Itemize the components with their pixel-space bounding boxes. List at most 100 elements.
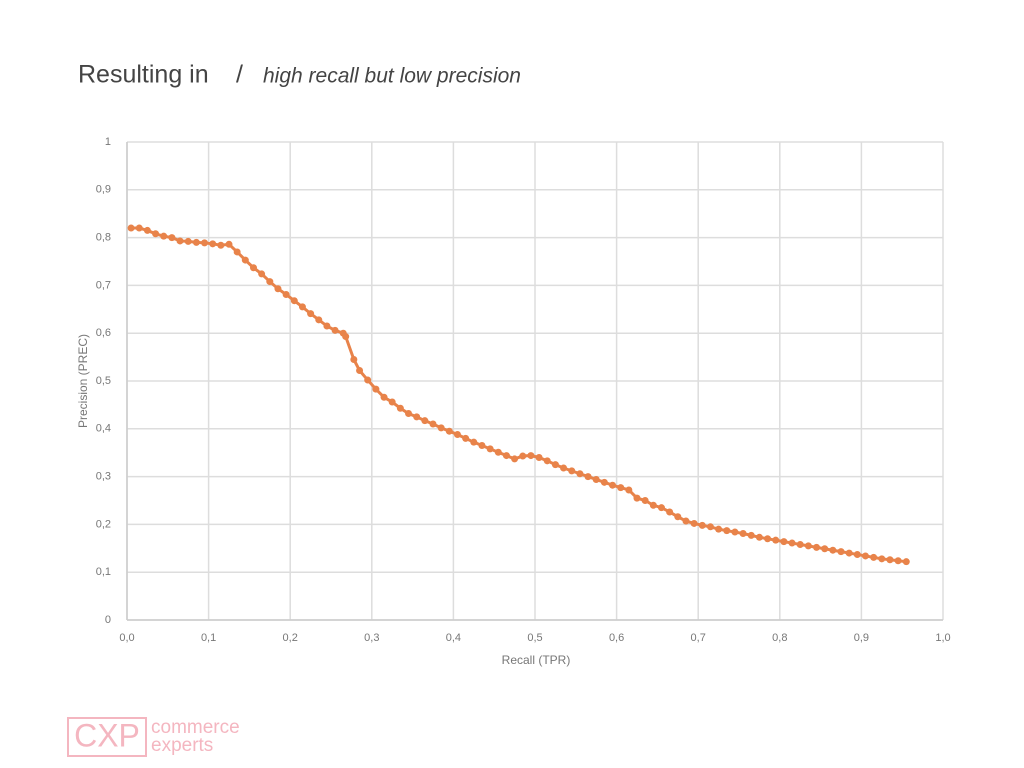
data-point xyxy=(837,548,845,556)
data-point xyxy=(233,248,241,256)
data-point xyxy=(870,553,878,561)
data-point xyxy=(356,366,364,374)
data-point xyxy=(706,523,714,531)
data-point xyxy=(127,224,135,232)
data-point xyxy=(609,481,617,489)
y-tick-label: 0,9 xyxy=(96,184,111,196)
logo-line: commerce xyxy=(151,717,240,738)
slide-subtitle: high recall but low precision xyxy=(263,65,521,88)
data-point xyxy=(241,256,249,264)
x-tick-label: 0,3 xyxy=(364,632,379,644)
data-point xyxy=(666,508,674,516)
x-tick-label: 0,6 xyxy=(609,632,624,644)
data-point xyxy=(380,393,388,401)
data-point xyxy=(421,417,429,425)
data-point xyxy=(853,551,861,559)
data-point xyxy=(861,552,869,560)
y-tick-label: 0,7 xyxy=(96,279,111,291)
data-point xyxy=(698,521,706,529)
data-point xyxy=(405,410,413,418)
data-point xyxy=(878,555,886,563)
data-point xyxy=(298,303,306,311)
x-tick-label: 1,0 xyxy=(935,632,950,644)
data-point xyxy=(437,424,445,432)
data-point xyxy=(258,270,266,278)
data-point xyxy=(576,470,584,478)
data-point xyxy=(543,457,551,465)
data-point xyxy=(886,556,894,564)
data-point xyxy=(323,322,331,330)
data-point xyxy=(290,297,298,305)
data-point xyxy=(511,455,519,463)
y-tick-label: 0,3 xyxy=(96,471,111,483)
data-point xyxy=(560,464,568,472)
data-point xyxy=(396,404,404,412)
y-tick-label: 0,5 xyxy=(96,375,111,387)
data-point xyxy=(519,452,527,460)
data-point xyxy=(143,226,151,234)
y-tick-label: 0,2 xyxy=(96,518,111,530)
data-point xyxy=(902,558,910,566)
data-point xyxy=(470,438,478,446)
data-point xyxy=(160,232,168,240)
y-tick-label: 0,6 xyxy=(96,327,111,339)
data-point xyxy=(527,452,535,460)
y-tick-label: 0,8 xyxy=(96,232,111,244)
data-point xyxy=(445,427,453,435)
x-tick-label: 0,4 xyxy=(446,632,461,644)
data-point xyxy=(731,528,739,536)
data-point xyxy=(633,494,641,502)
data-point xyxy=(315,316,323,324)
title-separator: / xyxy=(236,61,243,89)
data-point xyxy=(388,398,396,406)
data-point xyxy=(796,540,804,548)
logo-box xyxy=(67,717,147,757)
data-point xyxy=(682,517,690,525)
data-point xyxy=(225,240,233,248)
data-point xyxy=(184,237,192,245)
y-tick-label: 0 xyxy=(105,614,111,626)
data-point xyxy=(429,420,437,428)
y-axis-label: Precision (PREC) xyxy=(76,334,90,428)
data-point xyxy=(764,535,772,543)
data-point xyxy=(462,434,470,442)
plot: 0 0,1 0,2 0,3 0,4 0,5 0,6 0,7 0,8 0,9 1 0,0 0,1 0,2 0,… xyxy=(96,136,951,644)
data-point xyxy=(372,385,380,393)
x-tick-label: 0,7 xyxy=(691,632,706,644)
data-point xyxy=(649,501,657,509)
data-point xyxy=(282,290,290,298)
data-point xyxy=(350,355,358,363)
x-tick-label: 0,5 xyxy=(527,632,542,644)
data-point xyxy=(307,310,315,318)
data-point xyxy=(821,545,829,553)
logo-mark: CXP xyxy=(74,717,140,753)
data-point xyxy=(813,543,821,551)
data-point xyxy=(168,234,176,242)
data-point xyxy=(494,448,502,456)
data-point xyxy=(657,504,665,512)
data-line xyxy=(131,226,907,564)
data-point xyxy=(755,533,763,541)
data-point xyxy=(135,224,143,232)
data-point xyxy=(780,538,788,546)
data-point xyxy=(600,478,608,486)
data-point xyxy=(249,264,257,272)
data-point xyxy=(502,452,510,460)
data-point xyxy=(152,230,160,238)
data-point xyxy=(788,539,796,547)
data-point xyxy=(804,542,812,550)
data-point xyxy=(266,278,274,286)
data-point xyxy=(772,536,780,544)
y-tick-label: 1 xyxy=(105,136,111,148)
data-point xyxy=(176,237,184,245)
data-point xyxy=(715,525,723,533)
x-tick-label: 0,2 xyxy=(283,632,298,644)
data-point xyxy=(568,467,576,475)
data-point xyxy=(617,484,625,492)
x-tick-label: 0,0 xyxy=(119,632,134,644)
data-point xyxy=(723,527,731,535)
data-point xyxy=(364,376,372,384)
data-point xyxy=(217,241,225,249)
data-point xyxy=(747,531,755,539)
